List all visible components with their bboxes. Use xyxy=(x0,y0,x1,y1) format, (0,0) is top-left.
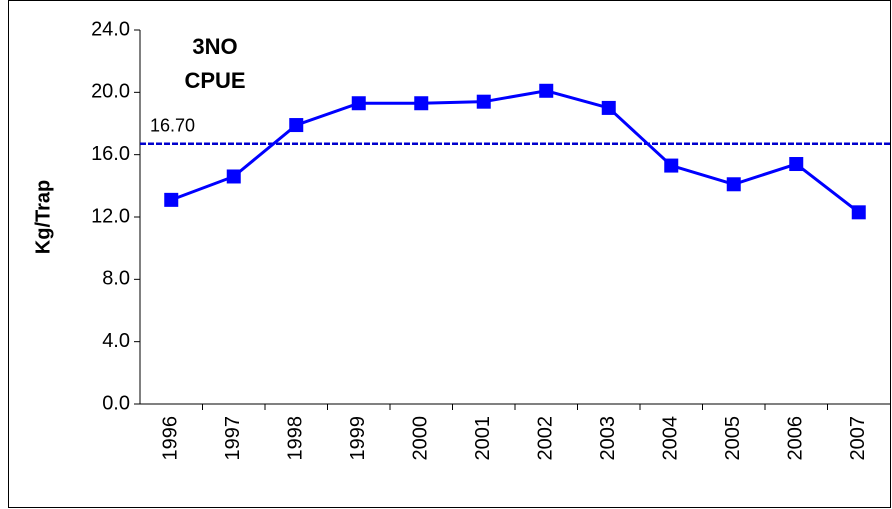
x-tick-label: 2002 xyxy=(535,416,557,461)
x-tick-label: 2004 xyxy=(660,416,682,461)
data-point xyxy=(851,205,866,220)
data-point xyxy=(726,177,741,192)
data-point xyxy=(789,157,804,172)
chart-title: CPUE xyxy=(184,68,245,93)
data-point xyxy=(289,118,304,133)
x-tick-label: 2005 xyxy=(722,416,744,461)
y-tick-label: 8.0 xyxy=(102,268,130,290)
data-point xyxy=(539,83,554,98)
y-tick-label: 0.0 xyxy=(102,392,130,414)
x-tick-label: 1997 xyxy=(222,416,244,461)
x-tick-label: 1999 xyxy=(347,416,369,461)
data-point xyxy=(351,96,366,111)
x-tick-label: 2006 xyxy=(785,416,807,461)
y-axis-label: Kg/Trap xyxy=(32,180,54,254)
x-tick-label: 2001 xyxy=(472,416,494,461)
data-point xyxy=(226,169,241,184)
y-tick-label: 16.0 xyxy=(91,143,130,165)
x-tick-label: 2007 xyxy=(847,416,869,461)
data-point xyxy=(476,94,491,109)
series-line xyxy=(170,89,860,214)
x-tick-label: 2000 xyxy=(410,416,432,461)
chart-title: 3NO xyxy=(192,34,237,59)
reference-label: 16.70 xyxy=(150,116,195,136)
x-tick-label: 1996 xyxy=(160,416,182,461)
chart-border xyxy=(8,0,891,508)
y-tick-label: 4.0 xyxy=(102,330,130,352)
data-point xyxy=(414,96,429,111)
y-tick-label: 24.0 xyxy=(91,18,130,40)
y-tick-label: 12.0 xyxy=(91,205,130,227)
data-point xyxy=(601,100,616,115)
x-tick-label: 1998 xyxy=(285,416,307,461)
x-tick-label: 2003 xyxy=(597,416,619,461)
data-point xyxy=(664,158,679,173)
data-point xyxy=(164,192,179,207)
y-tick-label: 20.0 xyxy=(91,81,130,103)
